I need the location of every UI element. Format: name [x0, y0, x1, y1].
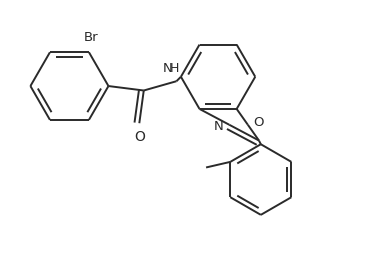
Text: Br: Br — [84, 31, 98, 44]
Text: O: O — [134, 130, 145, 144]
Text: N: N — [214, 120, 224, 133]
Text: N: N — [162, 61, 172, 74]
Text: O: O — [253, 116, 263, 129]
Text: H: H — [170, 61, 179, 74]
